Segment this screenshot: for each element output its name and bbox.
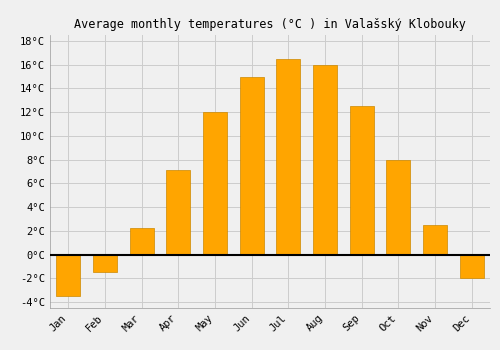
Bar — [203, 112, 227, 254]
Bar — [423, 225, 447, 254]
Title: Average monthly temperatures (°C ) in Valašský Klobouky: Average monthly temperatures (°C ) in Va… — [74, 18, 466, 31]
Bar — [93, 254, 117, 272]
Bar — [350, 106, 374, 254]
Bar — [130, 229, 154, 254]
Bar — [386, 160, 410, 254]
Bar — [313, 65, 337, 254]
Bar — [166, 170, 190, 254]
Bar — [240, 77, 264, 254]
Bar — [460, 254, 483, 278]
Bar — [56, 254, 80, 296]
Bar — [276, 59, 300, 254]
